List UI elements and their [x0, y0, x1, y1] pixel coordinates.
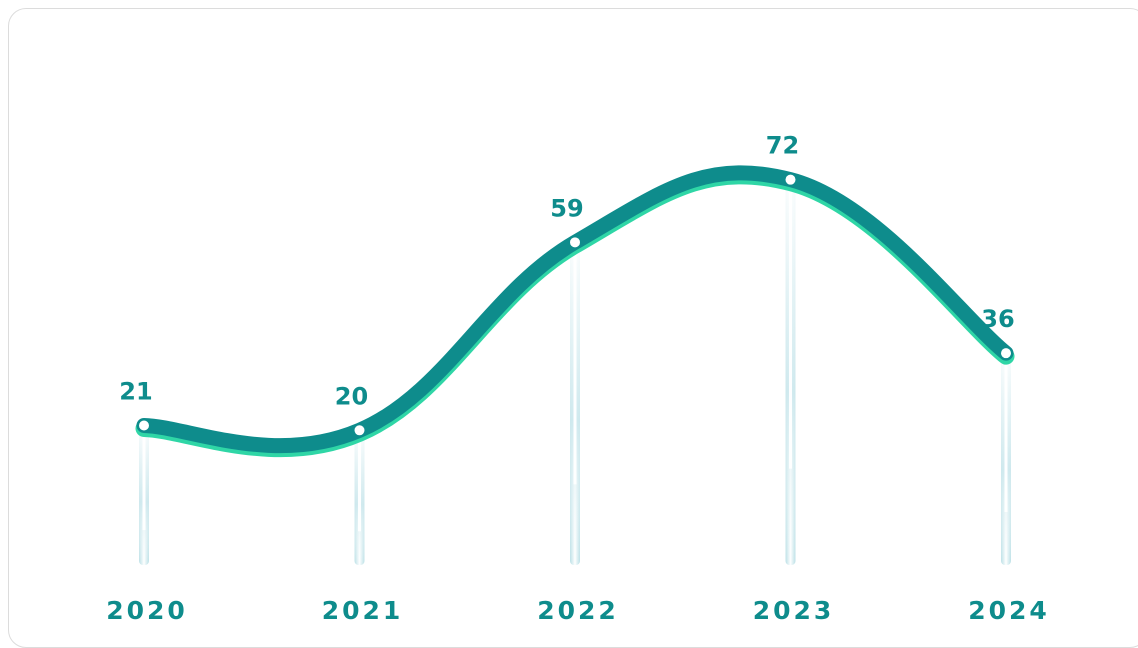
x-tick-label-2020: 2020	[106, 596, 188, 625]
data-point-2022	[570, 237, 580, 248]
series-line-group	[135, 165, 1015, 458]
stem-2024	[1001, 353, 1011, 565]
stem-2021	[354, 430, 365, 565]
value-label-2024: 36	[981, 305, 1014, 333]
data-point-2021	[354, 425, 365, 436]
data-point-2023	[785, 174, 796, 185]
value-label-2020: 21	[119, 377, 152, 405]
stem-2020	[139, 425, 149, 565]
x-tick-label-2021: 2021	[322, 596, 404, 625]
x-axis: 2020 2021 2022 2023 2024	[106, 596, 1050, 625]
x-tick-label-2023: 2023	[753, 596, 835, 625]
value-label-2021: 20	[335, 382, 368, 410]
x-tick-label-2022: 2022	[537, 596, 619, 625]
value-labels-group: 21 20 59 72 36	[119, 132, 1014, 411]
value-label-2023: 72	[766, 132, 799, 160]
stems-group	[139, 179, 1011, 565]
stem-2022	[570, 242, 580, 565]
x-tick-label-2024: 2024	[968, 596, 1050, 625]
stem-2023	[785, 179, 796, 565]
data-point-2020	[139, 420, 149, 431]
data-point-2024	[1001, 348, 1011, 359]
value-label-2022: 59	[550, 194, 583, 222]
